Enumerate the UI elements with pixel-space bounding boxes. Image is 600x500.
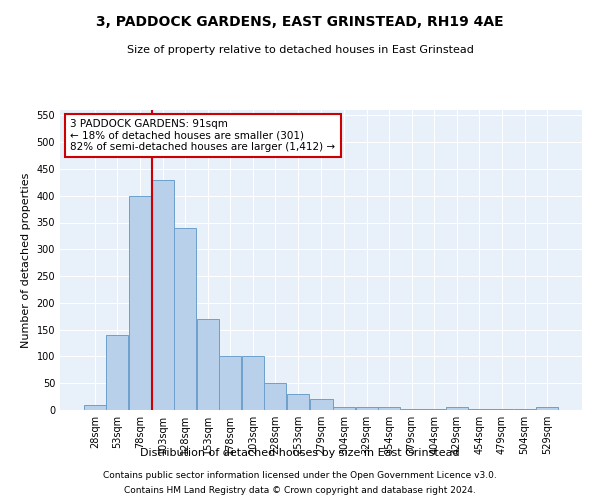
Bar — [174, 228, 196, 410]
Bar — [423, 409, 445, 410]
Bar — [84, 404, 106, 410]
Bar — [151, 180, 173, 410]
Bar — [310, 400, 332, 410]
Bar — [514, 409, 536, 410]
Text: Contains public sector information licensed under the Open Government Licence v3: Contains public sector information licen… — [103, 471, 497, 480]
Bar — [242, 356, 264, 410]
Bar — [491, 409, 513, 410]
Bar — [106, 335, 128, 410]
Bar — [219, 356, 241, 410]
Bar — [446, 408, 468, 410]
Bar — [469, 409, 491, 410]
Bar — [265, 383, 286, 410]
Bar — [197, 319, 219, 410]
Text: Size of property relative to detached houses in East Grinstead: Size of property relative to detached ho… — [127, 45, 473, 55]
Bar — [287, 394, 309, 410]
Bar — [333, 408, 355, 410]
Text: 3 PADDOCK GARDENS: 91sqm
← 18% of detached houses are smaller (301)
82% of semi-: 3 PADDOCK GARDENS: 91sqm ← 18% of detach… — [70, 119, 335, 152]
Bar — [536, 408, 558, 410]
Bar — [401, 409, 423, 410]
Bar — [356, 408, 377, 410]
Text: 3, PADDOCK GARDENS, EAST GRINSTEAD, RH19 4AE: 3, PADDOCK GARDENS, EAST GRINSTEAD, RH19… — [96, 15, 504, 29]
Y-axis label: Number of detached properties: Number of detached properties — [21, 172, 31, 348]
Text: Contains HM Land Registry data © Crown copyright and database right 2024.: Contains HM Land Registry data © Crown c… — [124, 486, 476, 495]
Text: Distribution of detached houses by size in East Grinstead: Distribution of detached houses by size … — [140, 448, 460, 458]
Bar — [129, 196, 151, 410]
Bar — [378, 408, 400, 410]
